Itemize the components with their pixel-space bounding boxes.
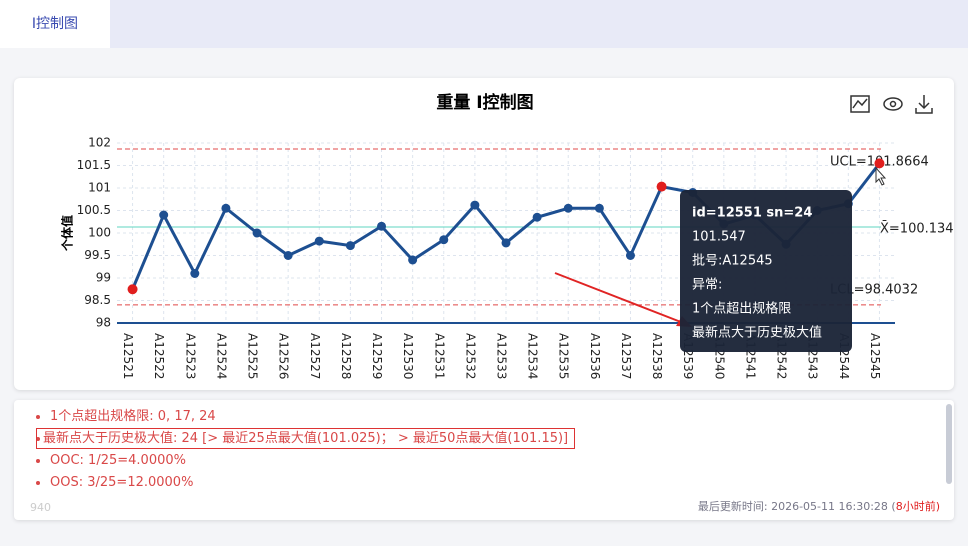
alert-text: 1个点超出规格限: 0, 17, 24 [50,409,216,424]
cursor [875,166,887,186]
x-tick-label: A12528 [339,333,353,379]
update-time: 最后更新时间: 2026-05-11 16:30:28 (8小时前) [698,498,940,514]
x-tick-label: A12545 [868,333,882,379]
data-point [656,181,667,192]
alert-panel: 1个点超出规格限: 0, 17, 24 最新点大于历史极大值: 24 [> 最近2… [14,400,954,520]
alert-item: OOC: 1/25=4.0000% [50,450,954,472]
x-tick-label: A12525 [246,333,260,379]
y-tick-label: 100 [88,226,111,240]
data-point [190,269,200,278]
x-tick-label: A12537 [619,333,633,379]
y-tick-label: 100.5 [77,203,111,217]
x-tick-label: A12532 [463,333,477,379]
chart-title: 重量 I控制图 [436,92,533,113]
data-point [563,203,573,213]
y-tick-label: 98.5 [84,293,111,307]
data-point [874,158,885,169]
y-tick-label: 98 [96,316,111,330]
tooltip-line: id=12551 sn=24 [692,206,812,221]
x-tick-label: A12527 [308,333,322,379]
x-tick-label: A12534 [526,333,540,379]
update-hours: 8 [895,500,903,513]
data-point [314,236,324,246]
x-tick-label: A12530 [401,333,415,379]
control-label: X̄=100.134 [880,221,954,236]
chart: 重量 I控制图 个体值 98 98.5 99 99.5 100 100.5 101 101.5… [60,92,954,379]
data-point [470,200,480,210]
control-label: LCL=98.4032 [830,282,918,297]
data-point [501,238,511,248]
y-axis-label: 个体值 [60,215,75,252]
chart-type-icon[interactable] [850,95,870,113]
y-tick-label: 101 [88,181,111,195]
alert-text: OOS: 3/25=12.0000% [50,475,194,490]
x-tick-label: A12529 [370,333,384,379]
data-point [439,235,449,245]
data-point [345,241,355,251]
x-tick-label: A12531 [432,333,446,379]
update-suffix: 小时前) [902,500,940,513]
x-tick-label: A12526 [277,333,291,379]
y-tick-label: 99 [96,271,111,285]
x-tick-label: A12536 [588,333,602,379]
tooltip-line: 101.547 [692,230,746,245]
y-tick-label: 101.5 [77,158,111,172]
update-prefix: 最后更新时间: 2026-05-11 16:30:28 ( [697,500,896,513]
data-point [408,255,418,265]
alert-item: OOS: 3/25=12.0000% [50,472,954,494]
scrollbar[interactable] [946,404,952,484]
alert-text: 最新点大于历史极大值: 24 [> 最近25点最大值(101.025)； > 最… [36,428,576,449]
data-point [252,228,262,238]
y-tick-label: 99.5 [84,248,111,262]
data-point [625,251,635,260]
toolbar [850,95,933,114]
tooltip: id=12551 sn=24 101.547 批号:A12545 异常: 1个点超出规格… [680,190,852,352]
tooltip-line: 批号:A12545 [692,254,773,269]
x-tick-label: A12523 [183,333,197,379]
x-tick-label: A12521 [121,333,135,379]
annotation-arrow [554,272,687,325]
data-point [221,203,231,213]
tooltip-line: 异常: [692,278,722,293]
tooltip-box [680,190,852,352]
tab[interactable]: I控制图 [0,0,110,48]
alert-item: 1个点超出规格限: 0, 17, 24 [50,406,954,428]
tab-bar: I控制图 [0,0,968,48]
x-tick-label: A12522 [152,333,166,379]
x-tick-label: A12533 [495,333,509,379]
tooltip-line: 1个点超出规格限 [692,301,791,317]
data-point [377,221,387,231]
faint-text: 940 [30,501,51,514]
alert-text: OOC: 1/25=4.0000% [50,453,186,468]
view-icon[interactable] [883,97,903,111]
alert-item: 最新点大于历史极大值: 24 [> 最近25点最大值(101.025)； > 最… [36,428,954,450]
data-point [127,284,138,295]
x-tick-label: A12538 [650,333,664,379]
y-tick-label: 102 [88,136,111,150]
x-tick-label: A12535 [557,333,571,379]
data-point [159,210,169,220]
data-point [532,212,542,222]
x-tick-label: A12524 [214,333,228,379]
data-point [283,251,293,260]
data-point [594,203,604,213]
tooltip-line: 最新点大于历史极大值 [692,325,822,341]
download-icon[interactable] [915,95,933,114]
